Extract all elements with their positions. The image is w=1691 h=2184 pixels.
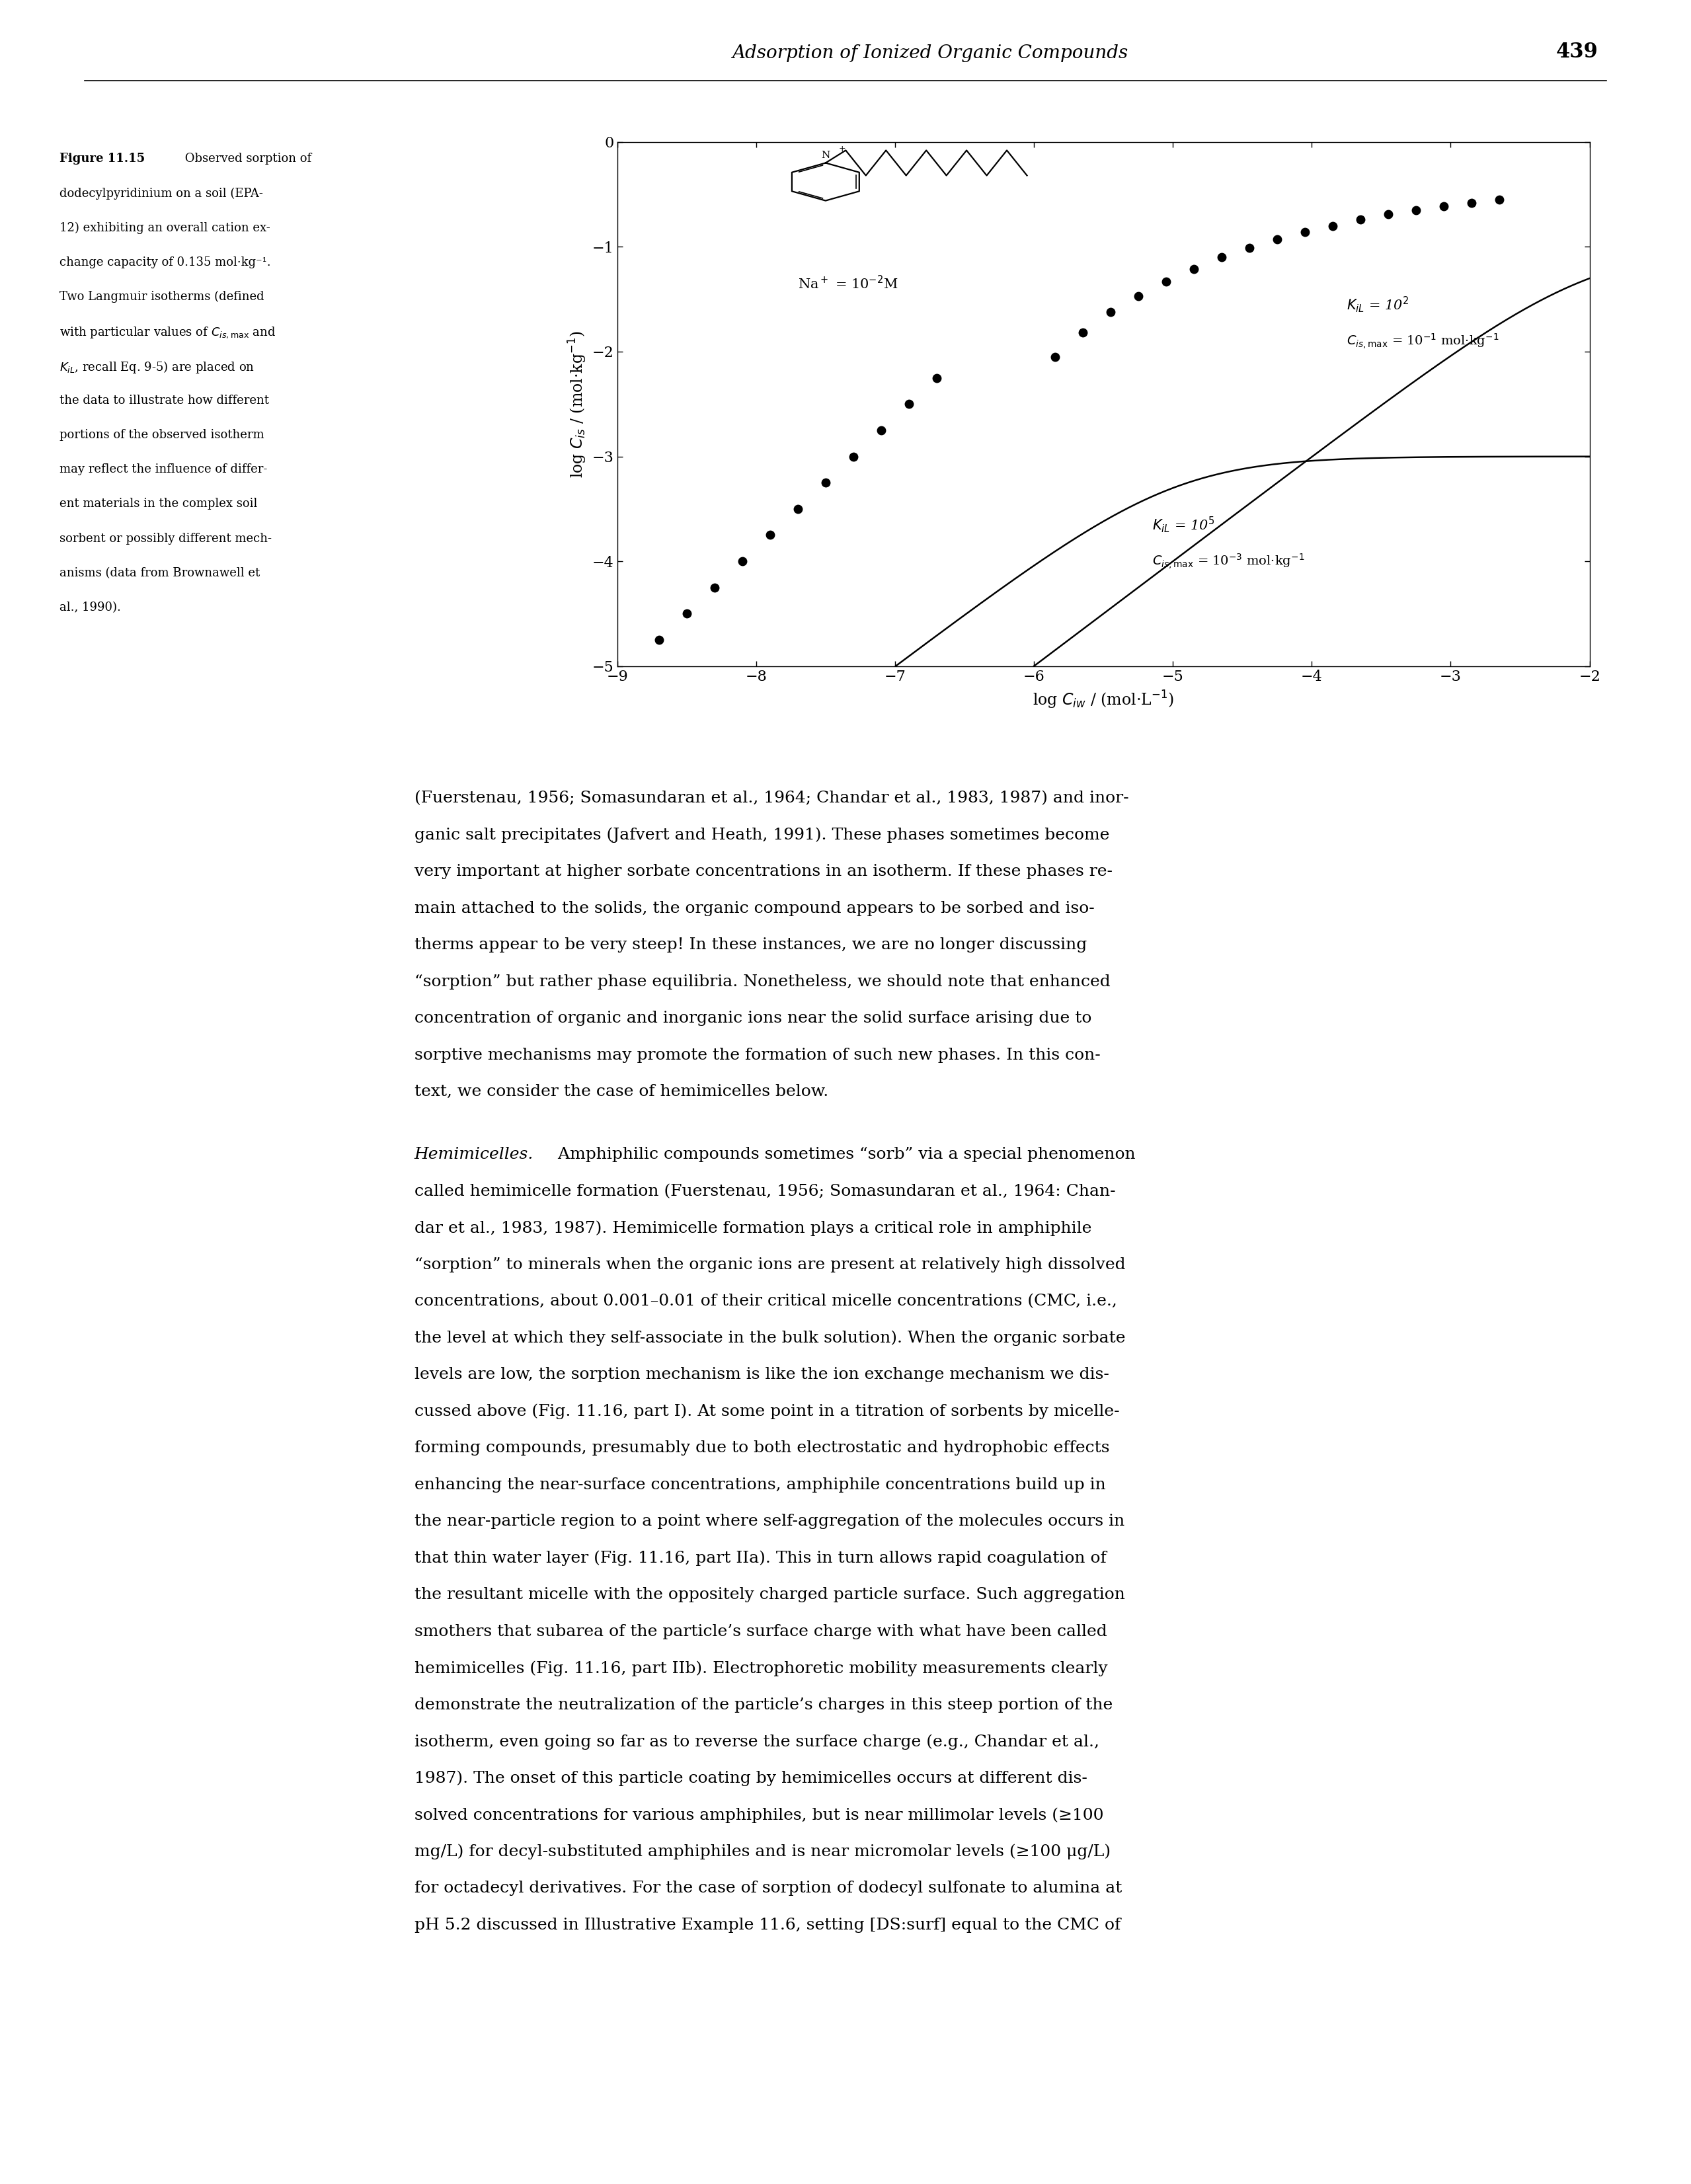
Text: Adsorption of Ionized Organic Compounds: Adsorption of Ionized Organic Compounds — [732, 44, 1128, 61]
Point — [1458, 186, 1485, 221]
Text: 1987). The onset of this particle coating by hemimicelles occurs at different di: 1987). The onset of this particle coatin… — [414, 1771, 1087, 1787]
Text: (Fuerstenau, 1956; Somasundaran et al., 1964; Chandar et al., 1983, 1987) and in: (Fuerstenau, 1956; Somasundaran et al., … — [414, 791, 1128, 806]
Text: N: N — [822, 151, 830, 159]
Text: enhancing the near-surface concentrations, amphiphile concentrations build up in: enhancing the near-surface concentration… — [414, 1476, 1106, 1492]
Text: that thin water layer (Fig. 11.16, part IIa). This in turn allows rapid coagulat: that thin water layer (Fig. 11.16, part … — [414, 1551, 1106, 1566]
Text: ent materials in the complex soil: ent materials in the complex soil — [59, 498, 257, 509]
Text: Amphiphilic compounds sometimes “sorb” via a special phenomenon: Amphiphilic compounds sometimes “sorb” v… — [553, 1147, 1136, 1162]
Text: Na$^+$ = 10$^{-2}$M: Na$^+$ = 10$^{-2}$M — [798, 275, 898, 293]
Text: isotherm, even going so far as to reverse the surface charge (e.g., Chandar et a: isotherm, even going so far as to revers… — [414, 1734, 1099, 1749]
Point — [867, 413, 895, 448]
Text: sorptive mechanisms may promote the formation of such new phases. In this con-: sorptive mechanisms may promote the form… — [414, 1048, 1101, 1064]
Point — [895, 387, 922, 422]
Point — [1236, 229, 1263, 264]
Text: solved concentrations for various amphiphiles, but is near millimolar levels (≥1: solved concentrations for various amphip… — [414, 1808, 1104, 1824]
Point — [785, 491, 812, 526]
Text: anisms (data from Brownawell et: anisms (data from Brownawell et — [59, 568, 260, 579]
Text: +: + — [839, 144, 846, 153]
Text: mg/L) for decyl-substituted amphiphiles and is near micromolar levels (≥100 μg/L: mg/L) for decyl-substituted amphiphiles … — [414, 1843, 1111, 1861]
Point — [1042, 339, 1069, 373]
Point — [1125, 280, 1152, 314]
Point — [646, 622, 673, 657]
Text: “sorption” to minerals when the organic ions are present at relatively high diss: “sorption” to minerals when the organic … — [414, 1258, 1125, 1273]
Point — [700, 570, 727, 605]
Point — [1375, 197, 1402, 232]
Text: levels are low, the sorption mechanism is like the ion exchange mechanism we dis: levels are low, the sorption mechanism i… — [414, 1367, 1109, 1382]
Text: 439: 439 — [1556, 41, 1598, 61]
Text: cussed above (Fig. 11.16, part I). At some point in a titration of sorbents by m: cussed above (Fig. 11.16, part I). At so… — [414, 1404, 1119, 1420]
Text: called hemimicelle formation (Fuerstenau, 1956; Somasundaran et al., 1964: Chan-: called hemimicelle formation (Fuerstenau… — [414, 1184, 1116, 1199]
Point — [756, 518, 783, 553]
Text: Two Langmuir isotherms (defined: Two Langmuir isotherms (defined — [59, 290, 264, 304]
Text: may reflect the influence of differ-: may reflect the influence of differ- — [59, 463, 267, 476]
Point — [1346, 203, 1373, 238]
Text: the near-particle region to a point where self-aggregation of the molecules occu: the near-particle region to a point wher… — [414, 1514, 1125, 1529]
Point — [1486, 181, 1513, 216]
Text: ganic salt precipitates (Jafvert and Heath, 1991). These phases sometimes become: ganic salt precipitates (Jafvert and Hea… — [414, 828, 1109, 843]
Text: the level at which they self-associate in the bulk solution). When the organic s: the level at which they self-associate i… — [414, 1330, 1125, 1345]
Point — [1402, 192, 1429, 227]
Text: Observed sorption of: Observed sorption of — [181, 153, 311, 164]
Text: $K_{iL}$ = 10$^2$: $K_{iL}$ = 10$^2$ — [1346, 295, 1409, 314]
Text: “sorption” but rather phase equilibria. Nonetheless, we should note that enhance: “sorption” but rather phase equilibria. … — [414, 974, 1111, 989]
Text: for octadecyl derivatives. For the case of sorption of dodecyl sulfonate to alum: for octadecyl derivatives. For the case … — [414, 1880, 1121, 1896]
Text: the resultant micelle with the oppositely charged particle surface. Such aggrega: the resultant micelle with the oppositel… — [414, 1588, 1125, 1603]
Text: $K_{iL}$ = 10$^5$: $K_{iL}$ = 10$^5$ — [1152, 515, 1214, 535]
Text: dodecylpyridinium on a soil (EPA-: dodecylpyridinium on a soil (EPA- — [59, 188, 262, 199]
Text: dar et al., 1983, 1987). Hemimicelle formation plays a critical role in amphiphi: dar et al., 1983, 1987). Hemimicelle for… — [414, 1221, 1091, 1236]
Text: hemimicelles (Fig. 11.16, part IIb). Electrophoretic mobility measurements clear: hemimicelles (Fig. 11.16, part IIb). Ele… — [414, 1660, 1108, 1677]
Point — [812, 465, 839, 500]
Text: $C_{is,\mathrm{max}}$ = 10$^{-1}$ mol·kg$^{-1}$: $C_{is,\mathrm{max}}$ = 10$^{-1}$ mol·kg… — [1346, 332, 1498, 349]
Point — [840, 439, 867, 474]
Y-axis label: log $C_{is}$ / (mol·kg$^{-1}$): log $C_{is}$ / (mol·kg$^{-1}$) — [566, 330, 588, 478]
Text: $K_{iL}$, recall Eq. 9-5) are placed on: $K_{iL}$, recall Eq. 9-5) are placed on — [59, 360, 254, 376]
Text: pH 5.2 discussed in Illustrative Example 11.6, setting [DS:surf] equal to the CM: pH 5.2 discussed in Illustrative Example… — [414, 1918, 1121, 1933]
Point — [729, 544, 756, 579]
Text: with particular values of $C_{is,\mathrm{max}}$ and: with particular values of $C_{is,\mathrm… — [59, 325, 276, 341]
Point — [923, 360, 950, 395]
Point — [1097, 295, 1125, 330]
Text: concentrations, about 0.001–0.01 of their critical micelle concentrations (CMC, : concentrations, about 0.001–0.01 of thei… — [414, 1293, 1118, 1308]
Text: text, we consider the case of hemimicelles below.: text, we consider the case of hemimicell… — [414, 1083, 829, 1099]
Point — [1263, 223, 1290, 258]
Text: Figure 11.15: Figure 11.15 — [59, 153, 145, 164]
Point — [1152, 264, 1179, 299]
Text: demonstrate the neutralization of the particle’s charges in this steep portion o: demonstrate the neutralization of the pa… — [414, 1697, 1113, 1712]
Text: therms appear to be very steep! In these instances, we are no longer discussing: therms appear to be very steep! In these… — [414, 937, 1087, 952]
Text: smothers that subarea of the particle’s surface charge with what have been calle: smothers that subarea of the particle’s … — [414, 1625, 1108, 1640]
Point — [673, 596, 700, 631]
Text: main attached to the solids, the organic compound appears to be sorbed and iso-: main attached to the solids, the organic… — [414, 900, 1094, 915]
Text: Hemimicelles.: Hemimicelles. — [414, 1147, 534, 1162]
Text: $C_{is,\mathrm{max}}$ = 10$^{-3}$ mol·kg$^{-1}$: $C_{is,\mathrm{max}}$ = 10$^{-3}$ mol·kg… — [1152, 553, 1304, 570]
Point — [1180, 251, 1207, 286]
Point — [1207, 240, 1234, 275]
Text: sorbent or possibly different mech-: sorbent or possibly different mech- — [59, 533, 271, 544]
X-axis label: log $C_{iw}$ / (mol·L$^{-1}$): log $C_{iw}$ / (mol·L$^{-1}$) — [1033, 690, 1174, 710]
Text: change capacity of 0.135 mol·kg⁻¹.: change capacity of 0.135 mol·kg⁻¹. — [59, 256, 271, 269]
Text: forming compounds, presumably due to both electrostatic and hydrophobic effects: forming compounds, presumably due to bot… — [414, 1441, 1109, 1457]
Point — [1069, 314, 1096, 349]
Text: portions of the observed isotherm: portions of the observed isotherm — [59, 428, 264, 441]
Text: concentration of organic and inorganic ions near the solid surface arising due t: concentration of organic and inorganic i… — [414, 1011, 1091, 1026]
Text: al., 1990).: al., 1990). — [59, 601, 120, 614]
Point — [1319, 207, 1346, 242]
Text: very important at higher sorbate concentrations in an isotherm. If these phases : very important at higher sorbate concent… — [414, 865, 1113, 880]
Point — [1292, 214, 1319, 249]
Text: the data to illustrate how different: the data to illustrate how different — [59, 395, 269, 406]
Point — [1431, 188, 1458, 223]
Text: 12) exhibiting an overall cation ex-: 12) exhibiting an overall cation ex- — [59, 223, 271, 234]
